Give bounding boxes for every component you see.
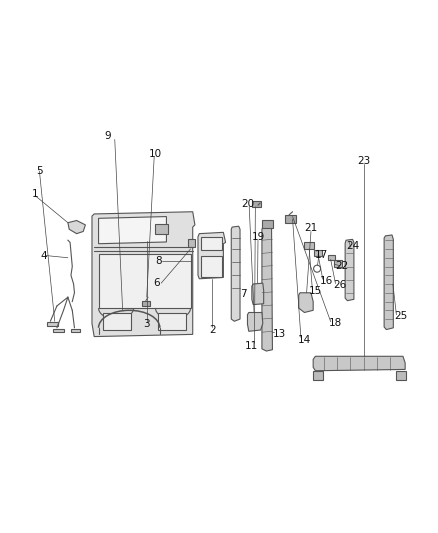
Polygon shape (231, 226, 240, 321)
Text: 26: 26 (333, 280, 346, 290)
Text: 24: 24 (346, 241, 359, 251)
Bar (142, 301, 150, 306)
Polygon shape (313, 356, 405, 371)
Text: 11: 11 (245, 341, 258, 351)
Text: 15: 15 (309, 286, 322, 296)
Polygon shape (252, 283, 264, 304)
Polygon shape (99, 254, 191, 308)
Text: 2: 2 (209, 325, 216, 335)
Bar (201, 237, 222, 250)
Text: 21: 21 (304, 223, 318, 233)
Text: 1: 1 (32, 189, 39, 199)
Polygon shape (198, 232, 226, 279)
Polygon shape (384, 235, 393, 329)
Text: 4: 4 (40, 252, 47, 261)
Polygon shape (345, 239, 354, 301)
Bar (188, 239, 195, 247)
Bar (396, 371, 406, 381)
Polygon shape (262, 226, 272, 351)
Bar (252, 201, 261, 207)
Bar (262, 220, 273, 228)
Bar (103, 313, 131, 330)
Bar (158, 313, 186, 330)
Text: 18: 18 (328, 318, 342, 328)
Text: 7: 7 (240, 289, 247, 299)
Text: 9: 9 (104, 132, 111, 141)
Bar (201, 255, 222, 278)
Bar (155, 224, 168, 233)
Text: 3: 3 (143, 319, 150, 329)
Text: 6: 6 (153, 278, 160, 288)
Bar (47, 322, 58, 326)
Bar (304, 242, 314, 249)
Polygon shape (92, 212, 195, 336)
Polygon shape (247, 312, 263, 332)
Text: 10: 10 (149, 149, 162, 159)
Text: 5: 5 (36, 166, 43, 176)
Bar (313, 371, 323, 381)
Bar (53, 329, 64, 332)
Bar (71, 329, 80, 332)
Text: 13: 13 (273, 328, 286, 338)
Text: 17: 17 (315, 249, 328, 260)
Bar (334, 260, 342, 266)
Text: 22: 22 (335, 261, 348, 271)
Text: 16: 16 (320, 276, 333, 286)
Text: 23: 23 (357, 156, 370, 166)
Text: 19: 19 (252, 232, 265, 242)
Bar (314, 251, 322, 255)
Polygon shape (99, 216, 166, 244)
Polygon shape (68, 221, 85, 233)
Text: 25: 25 (394, 311, 407, 321)
Text: 14: 14 (298, 335, 311, 345)
Text: 8: 8 (155, 256, 162, 266)
Text: 20: 20 (241, 199, 254, 209)
Circle shape (314, 265, 321, 272)
Bar (285, 215, 296, 223)
Polygon shape (299, 293, 313, 312)
Bar (328, 255, 335, 260)
